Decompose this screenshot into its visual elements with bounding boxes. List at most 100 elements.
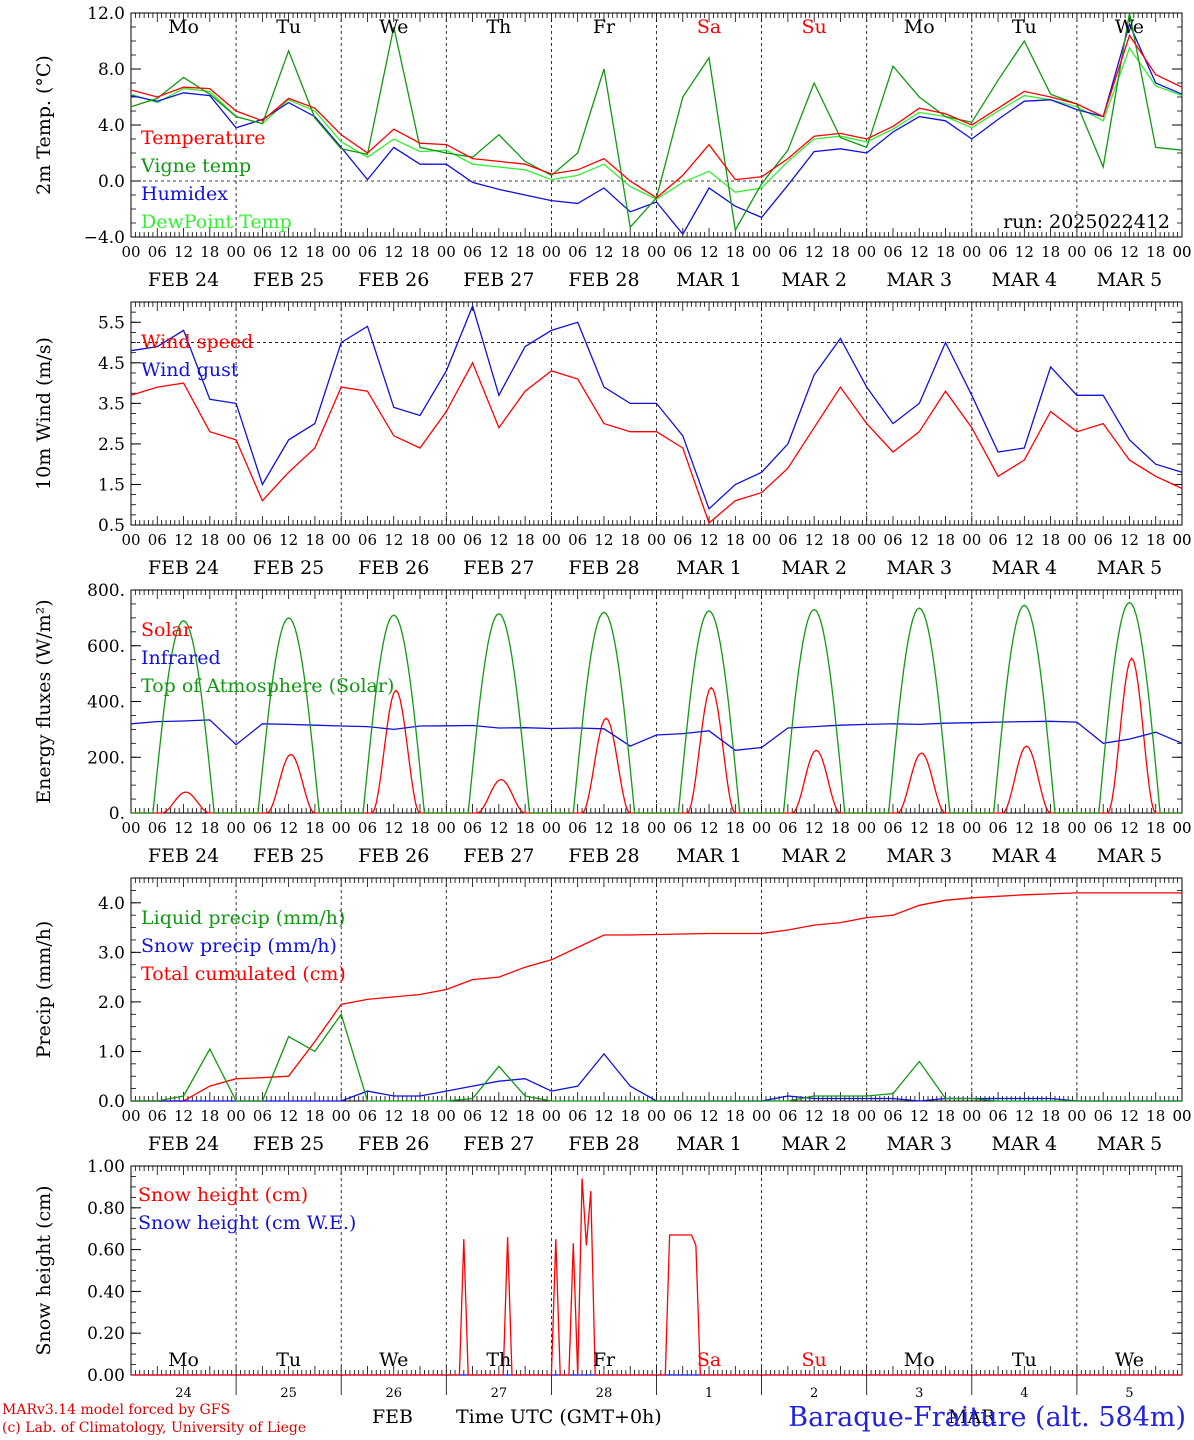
- hour-label: 18: [516, 531, 535, 549]
- hour-label: 12: [384, 243, 403, 261]
- legend-snow-precip-mm-h-: Snow precip (mm/h): [141, 935, 337, 957]
- series-total-cumulated-cm-: [131, 892, 1182, 1102]
- hour-label: 06: [1094, 1107, 1113, 1125]
- day-name: Sa: [697, 1349, 721, 1371]
- hour-label: 06: [1094, 243, 1113, 261]
- y-axis-label: Snow height (cm): [33, 1185, 55, 1355]
- hour-label: 00: [1172, 819, 1191, 837]
- hour-label: 00: [647, 531, 666, 549]
- legend-wind-gust: Wind gust: [141, 359, 239, 381]
- hour-label: 12: [594, 243, 613, 261]
- y-tick-label: 2.5: [98, 435, 125, 455]
- hour-label: 06: [358, 243, 377, 261]
- hour-label: 00: [332, 1107, 351, 1125]
- series-temperature: [130, 33, 1183, 199]
- hour-label: 18: [621, 819, 640, 837]
- legend-total-cumulated-cm-: Total cumulated (cm): [141, 963, 346, 985]
- hour-label: 12: [384, 531, 403, 549]
- hour-label: 06: [148, 243, 167, 261]
- date-label: FEB 26: [358, 1133, 429, 1155]
- hour-label: 12: [805, 243, 824, 261]
- hour-label: 06: [883, 1107, 902, 1125]
- date-label: MAR 4: [992, 557, 1058, 579]
- hour-label: 00: [121, 531, 140, 549]
- hour-label: 18: [1041, 243, 1060, 261]
- date-label: MAR 5: [1097, 557, 1163, 579]
- hour-label: 06: [463, 531, 482, 549]
- hour-label: 12: [384, 1107, 403, 1125]
- hour-label: 18: [410, 531, 429, 549]
- date-label: FEB 28: [568, 557, 639, 579]
- model-credit: MARv3.14 model forced by GFS: [2, 1402, 231, 1418]
- day-name: Tu: [1012, 1349, 1037, 1371]
- day-name: Tu: [276, 16, 301, 38]
- hour-label: 18: [1146, 819, 1165, 837]
- hour-label: 06: [148, 531, 167, 549]
- y-tick-label: 1.5: [98, 475, 125, 495]
- date-label: MAR 5: [1097, 845, 1163, 867]
- date-label: MAR 1: [676, 557, 742, 579]
- hour-label: 06: [883, 819, 902, 837]
- date-label: FEB 28: [568, 269, 639, 291]
- date-label: MAR 4: [992, 1133, 1058, 1155]
- y-tick-label: 400.: [87, 693, 125, 713]
- hour-label: 00: [962, 243, 981, 261]
- hour-label: 06: [463, 243, 482, 261]
- date-label: FEB 24: [148, 845, 219, 867]
- hour-label: 00: [647, 819, 666, 837]
- hour-label: 12: [1015, 531, 1034, 549]
- day-name: We: [1115, 1349, 1144, 1371]
- date-label: FEB 27: [463, 845, 534, 867]
- hour-label: 18: [831, 531, 850, 549]
- hour-label: 18: [305, 819, 324, 837]
- y-tick-label: −4.0: [84, 228, 125, 248]
- hour-label: 18: [621, 1107, 640, 1125]
- y-tick-label: 2.0: [98, 993, 125, 1013]
- hour-label: 06: [568, 1107, 587, 1125]
- y-tick-label: 0.20: [87, 1324, 125, 1344]
- y-tick-label: 4.0: [98, 116, 125, 136]
- y-tick-label: 0.00: [87, 1366, 125, 1386]
- date-label: FEB 26: [358, 269, 429, 291]
- y-axis-label: 10m Wind (m/s): [33, 337, 55, 490]
- date-label: FEB 27: [463, 1133, 534, 1155]
- hour-label: 12: [805, 819, 824, 837]
- date-label: FEB 25: [253, 1133, 324, 1155]
- hour-label: 18: [831, 819, 850, 837]
- hour-label: 00: [752, 531, 771, 549]
- hour-label: 18: [936, 243, 955, 261]
- hour-label: 18: [1146, 531, 1165, 549]
- hour-label: 00: [857, 1107, 876, 1125]
- hour-label: 00: [121, 1107, 140, 1125]
- hour-label: 06: [778, 1107, 797, 1125]
- y-tick-label: 0.: [109, 804, 125, 824]
- hour-label: 00: [1067, 1107, 1086, 1125]
- hour-label: 18: [621, 531, 640, 549]
- date-label: FEB 26: [358, 557, 429, 579]
- hour-label: 00: [1172, 1107, 1191, 1125]
- hour-label: 06: [253, 1107, 272, 1125]
- hour-label: 00: [437, 243, 456, 261]
- series-snow-height-cm-: [131, 1178, 1182, 1376]
- hour-label: 06: [778, 243, 797, 261]
- date-label: MAR 2: [781, 1133, 847, 1155]
- station-title: Baraque-Fraiture (alt. 584m): [788, 1402, 1186, 1433]
- day-name: Su: [802, 16, 827, 38]
- hour-label: 12: [489, 1107, 508, 1125]
- hour-label: 00: [542, 1107, 561, 1125]
- legend-liquid-precip-mm-h-: Liquid precip (mm/h): [141, 907, 345, 929]
- hour-label: 06: [463, 1107, 482, 1125]
- hour-label: 12: [1120, 819, 1139, 837]
- hour-label: 06: [673, 819, 692, 837]
- bottom-date-label: 26: [385, 1386, 402, 1401]
- hour-label: 12: [700, 243, 719, 261]
- hour-label: 00: [1172, 819, 1191, 837]
- hour-label: 18: [831, 243, 850, 261]
- bottom-date-label: 4: [1020, 1386, 1028, 1401]
- hour-label: 18: [1041, 819, 1060, 837]
- hour-label: 12: [1015, 243, 1034, 261]
- hour-label: 00: [332, 531, 351, 549]
- y-tick-label: 0.60: [87, 1241, 125, 1261]
- day-name: Fr: [593, 1349, 616, 1371]
